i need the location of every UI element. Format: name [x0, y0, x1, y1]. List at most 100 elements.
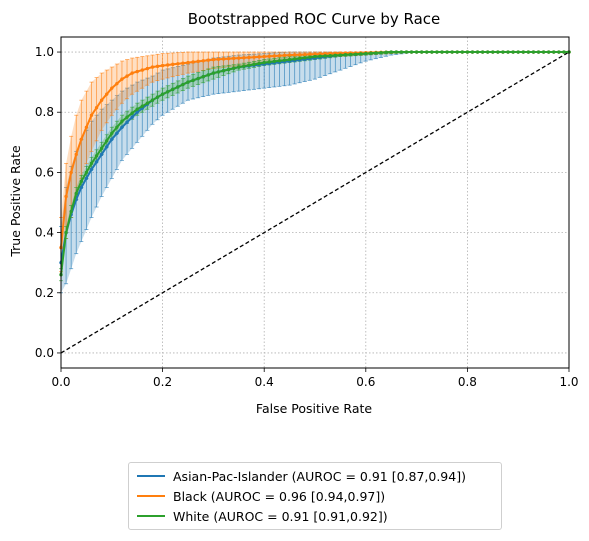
legend-item-2: White (AUROC = 0.91 [0.91,0.92]) [137, 506, 493, 526]
roc-point [99, 152, 104, 157]
roc-point [216, 57, 221, 61]
roc-point [130, 71, 134, 75]
roc-point [303, 52, 307, 57]
roc-point [176, 85, 180, 89]
roc-point [115, 131, 119, 135]
roc-point [298, 56, 302, 61]
roc-point [242, 64, 246, 68]
legend-item-0: Asian-Pac-Islander (AUROC = 0.91 [0.87,0… [137, 466, 493, 486]
roc-point [303, 56, 307, 60]
roc-point [206, 73, 211, 77]
roc-point [64, 194, 68, 199]
roc-point [125, 120, 129, 124]
roc-point [105, 139, 109, 143]
roc-point [389, 50, 393, 54]
plot-frame [60, 36, 570, 369]
roc-chart: Bootstrapped ROC Curve by Race 0.0 0.2 0.4… [8, 10, 579, 416]
x-tick-label: 0.4 [255, 375, 274, 389]
roc-point [557, 50, 561, 54]
roc-point [211, 71, 216, 75]
roc-point [394, 50, 398, 54]
y-tick-label: 1.0 [35, 45, 54, 59]
legend-swatch [137, 515, 165, 517]
roc-point [379, 50, 383, 55]
roc-point [440, 50, 444, 54]
roc-point [89, 113, 94, 117]
roc-point [206, 58, 211, 62]
roc-point [94, 106, 99, 110]
roc-point [84, 125, 89, 129]
roc-point [445, 50, 449, 54]
roc-point [282, 53, 287, 58]
roc-point [181, 82, 185, 87]
roc-point [165, 90, 170, 94]
roc-point [140, 104, 144, 108]
roc-point [252, 62, 256, 67]
roc-point [237, 65, 241, 69]
roc-point [221, 69, 226, 73]
roc-point [292, 57, 297, 61]
roc-point [74, 152, 78, 157]
roc-point [160, 63, 165, 68]
roc-point [110, 86, 114, 90]
roc-point [491, 50, 495, 54]
roc-point [232, 56, 236, 61]
roc-point [196, 76, 200, 81]
roc-point [277, 59, 282, 63]
reference-line [60, 51, 570, 354]
roc-point [287, 53, 292, 57]
roc-point [414, 50, 419, 54]
roc-point [201, 59, 205, 63]
roc-point [155, 64, 160, 69]
roc-point [79, 185, 84, 190]
roc-point [94, 160, 99, 164]
roc-point [110, 131, 114, 135]
roc-point [135, 110, 139, 114]
roc-point [247, 63, 251, 67]
roc-point [435, 50, 439, 54]
roc-point [120, 125, 124, 129]
roc-point [267, 60, 271, 64]
roc-point [140, 68, 144, 72]
roc-point [450, 50, 454, 54]
roc-point [165, 63, 170, 67]
roc-point [465, 50, 470, 54]
roc-point [282, 58, 287, 62]
roc-point [475, 50, 480, 54]
roc-point [79, 179, 84, 184]
roc-point [536, 50, 541, 54]
roc-lines [59, 50, 571, 277]
roc-point [211, 57, 216, 62]
roc-point [323, 54, 327, 58]
roc-point [287, 57, 292, 62]
chart-title: Bootstrapped ROC Curve by Race [188, 10, 441, 28]
roc-point [135, 69, 139, 74]
roc-point [262, 54, 266, 59]
roc-point [221, 57, 226, 61]
roc-point [135, 107, 139, 111]
roc-point [409, 50, 414, 54]
roc-point [308, 52, 312, 57]
roc-point [181, 61, 185, 65]
roc-point [338, 53, 343, 57]
roc-point [120, 77, 124, 81]
roc-point [69, 209, 73, 214]
roc-point [486, 50, 490, 54]
roc-point [313, 52, 317, 56]
legend: Asian-Pac-Islander (AUROC = 0.91 [0.87,0… [128, 462, 502, 530]
y-tick-label: 0.4 [35, 226, 54, 240]
y-tick-label: 0.2 [35, 286, 54, 300]
roc-point [171, 87, 175, 92]
roc-point [480, 50, 485, 54]
x-tick-label: 0.8 [458, 375, 477, 389]
roc-point [196, 59, 200, 64]
roc-point [252, 55, 256, 59]
roc-point [74, 191, 78, 196]
legend-label: Asian-Pac-Islander (AUROC = 0.91 [0.87,0… [173, 468, 466, 484]
roc-point [94, 154, 99, 158]
roc-point [150, 65, 155, 69]
roc-point [110, 137, 114, 142]
roc-point [546, 50, 551, 54]
roc-point [99, 98, 104, 102]
roc-point [130, 111, 134, 115]
